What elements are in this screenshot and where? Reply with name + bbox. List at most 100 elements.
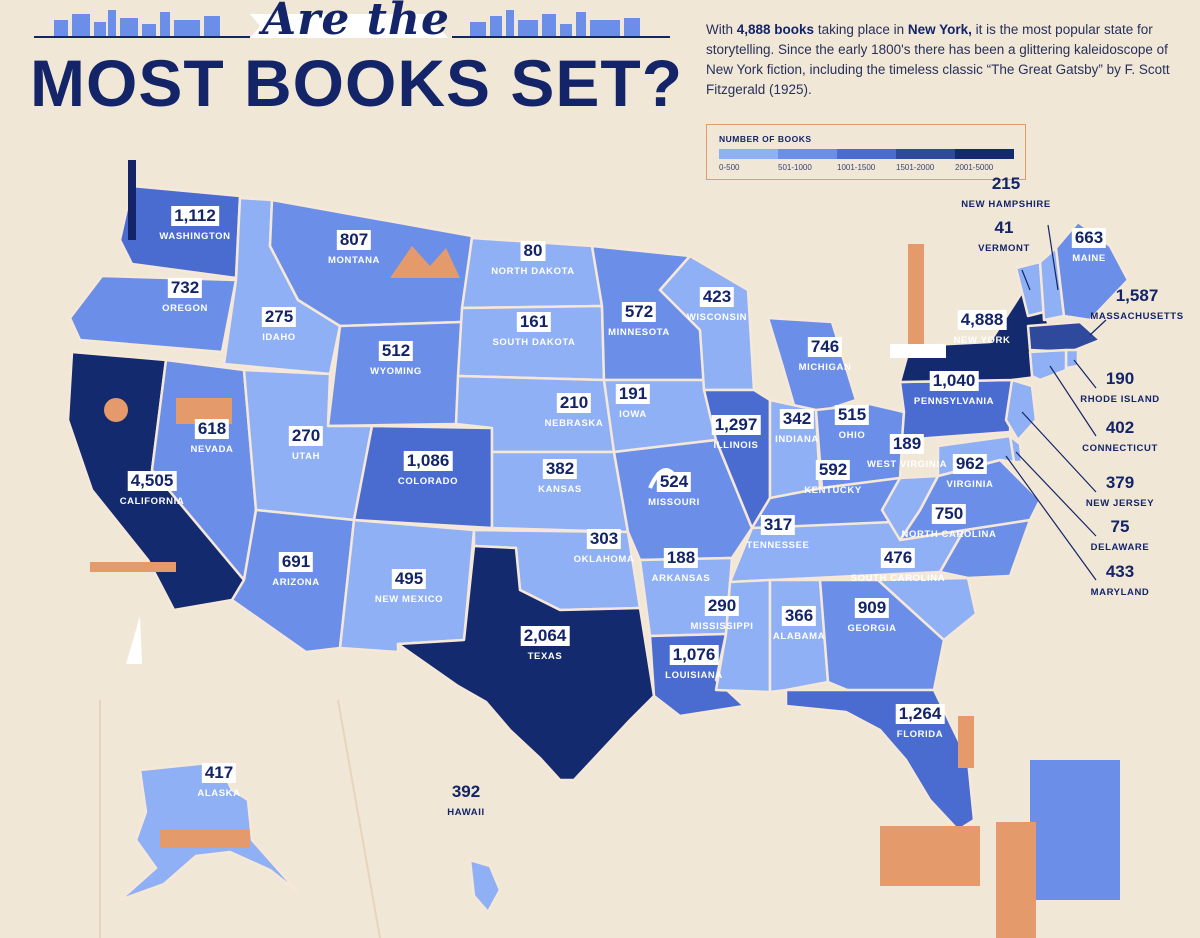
state-name-arizona: ARIZONA xyxy=(272,577,320,588)
state-hawaii xyxy=(468,858,502,914)
legend-label-2: 1001-1500 xyxy=(837,163,876,172)
skyline-decoration-left xyxy=(34,10,250,38)
legend-swatch-2 xyxy=(837,149,896,159)
state-value-pennsylvania: 1,040 xyxy=(929,371,979,391)
state-value-north-carolina: 750 xyxy=(931,504,967,524)
state-value-oregon: 732 xyxy=(167,278,203,298)
state-value-oklahoma: 303 xyxy=(586,529,622,549)
state-value-arizona: 691 xyxy=(278,552,314,572)
state-name-montana: MONTANA xyxy=(327,255,381,266)
state-name-virginia: VIRGINIA xyxy=(946,479,994,490)
state-value-delaware: 75 xyxy=(1110,517,1130,536)
state-value-maryland: 433 xyxy=(1105,562,1135,581)
state-name-georgia: GEORGIA xyxy=(847,623,897,634)
legend-swatch-1 xyxy=(778,149,837,159)
legend-swatch-3 xyxy=(896,149,955,159)
state-name-nevada: NEVADA xyxy=(190,444,234,455)
state-massachusetts xyxy=(1026,320,1102,354)
leader-line-new-hampshire xyxy=(1047,224,1059,291)
state-name-texas: TEXAS xyxy=(527,651,563,662)
pier-icon xyxy=(90,562,176,572)
state-value-alaska: 417 xyxy=(201,763,237,783)
state-name-delaware: DELAWARE xyxy=(1090,542,1150,553)
legend-label-4: 2001-5000 xyxy=(955,163,994,172)
state-value-missouri: 524 xyxy=(656,472,692,492)
state-value-new-jersey: 379 xyxy=(1105,473,1135,492)
sailboat-icon xyxy=(126,616,142,664)
state-value-illinois: 1,297 xyxy=(711,415,761,435)
state-value-florida: 1,264 xyxy=(895,704,945,724)
book-cover-icon xyxy=(1030,760,1120,900)
legend-swatch-0 xyxy=(719,149,778,159)
state-value-virginia: 962 xyxy=(952,454,988,474)
state-name-kansas: KANSAS xyxy=(538,484,582,495)
intro-bold-2: New York, xyxy=(907,22,972,37)
state-value-texas: 2,064 xyxy=(520,626,570,646)
state-new-jersey xyxy=(1004,378,1038,442)
state-value-tennessee: 317 xyxy=(760,515,796,535)
state-name-mississippi: MISSISSIPPI xyxy=(690,621,754,632)
state-value-louisiana: 1,076 xyxy=(669,645,719,665)
state-florida xyxy=(784,688,976,832)
state-name-connecticut: CONNECTICUT xyxy=(1082,443,1158,454)
legend-color-bar xyxy=(719,149,1014,159)
state-value-washington: 1,112 xyxy=(171,206,219,226)
state-value-north-dakota: 80 xyxy=(520,241,546,261)
title-ribbon xyxy=(250,14,448,38)
state-oregon xyxy=(68,274,238,354)
legend-label-1: 501-1000 xyxy=(778,163,812,172)
state-value-nebraska: 210 xyxy=(556,393,592,413)
state-value-rhode-island: 190 xyxy=(1105,369,1135,388)
state-value-georgia: 909 xyxy=(854,598,890,618)
state-value-kansas: 382 xyxy=(542,459,578,479)
state-value-connecticut: 402 xyxy=(1105,418,1135,437)
state-value-colorado: 1,086 xyxy=(403,451,453,471)
legend-label-0: 0-500 xyxy=(719,163,740,172)
intro-paragraph: With 4,888 books taking place in New Yor… xyxy=(706,20,1176,100)
intro-text-3: it is the most popular state for storyte… xyxy=(706,22,1170,97)
state-value-vermont: 41 xyxy=(994,218,1014,237)
title-script: Are the xyxy=(262,0,450,45)
hawaii-inset-frame xyxy=(337,699,381,938)
leader-line-vermont xyxy=(1021,269,1031,291)
state-value-iowa: 191 xyxy=(615,384,651,404)
state-value-idaho: 275 xyxy=(261,307,297,327)
state-name-new-hampshire: NEW HAMPSHIRE xyxy=(961,199,1051,210)
state-name-missouri: MISSOURI xyxy=(648,497,700,508)
state-value-montana: 807 xyxy=(336,230,372,250)
state-value-new-hampshire: 215 xyxy=(991,174,1021,193)
sun-icon xyxy=(104,398,128,422)
state-name-arkansas: ARKANSAS xyxy=(651,573,711,584)
state-value-california: 4,505 xyxy=(127,471,177,491)
state-name-massachusetts: MASSACHUSETTS xyxy=(1090,311,1184,322)
state-value-ohio: 515 xyxy=(834,405,870,425)
state-name-alaska: ALASKA xyxy=(197,788,241,799)
state-name-minnesota: MINNESOTA xyxy=(608,327,670,338)
state-value-arkansas: 188 xyxy=(663,548,699,568)
state-value-minnesota: 572 xyxy=(621,302,657,322)
state-name-california: CALIFORNIA xyxy=(119,496,185,507)
state-name-oklahoma: OKLAHOMA xyxy=(573,554,635,565)
state-value-massachusetts: 1,587 xyxy=(1115,286,1159,305)
state-value-kentucky: 592 xyxy=(815,460,851,480)
state-name-idaho: IDAHO xyxy=(262,332,296,343)
open-book-icon xyxy=(890,344,946,358)
state-value-alabama: 366 xyxy=(781,606,817,626)
state-value-new-york: 4,888 xyxy=(957,310,1007,330)
state-name-new-york: NEW YORK xyxy=(953,335,1011,346)
state-name-north-carolina: NORTH CAROLINA xyxy=(901,529,997,540)
leader-line-delaware xyxy=(1015,451,1097,537)
state-value-new-mexico: 495 xyxy=(391,569,427,589)
state-name-alabama: ALABAMA xyxy=(772,631,826,642)
state-name-pennsylvania: PENNSYLVANIA xyxy=(913,396,995,407)
state-value-indiana: 342 xyxy=(779,409,815,429)
state-name-colorado: COLORADO xyxy=(397,476,459,487)
mountain-icon xyxy=(390,246,460,278)
state-value-maine: 663 xyxy=(1071,228,1107,248)
legend-title: NUMBER OF BOOKS xyxy=(719,134,812,144)
state-value-wyoming: 512 xyxy=(378,341,414,361)
state-value-west-virginia: 189 xyxy=(889,434,925,454)
state-texas xyxy=(396,544,656,782)
state-value-michigan: 746 xyxy=(807,337,843,357)
